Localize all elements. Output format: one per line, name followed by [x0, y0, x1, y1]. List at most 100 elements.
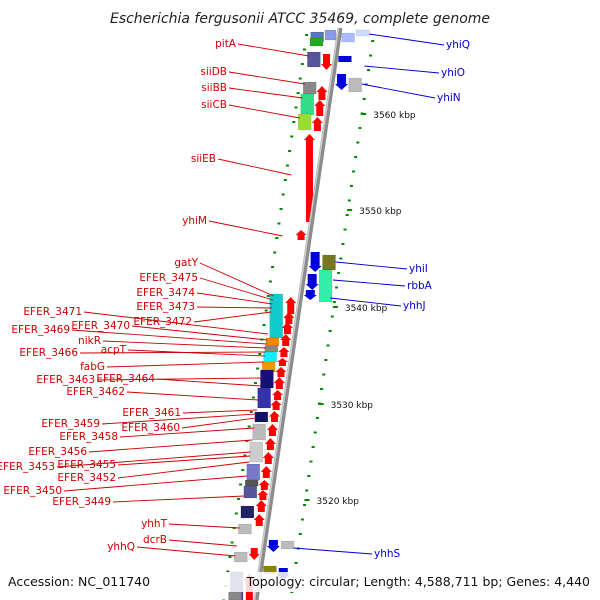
gene-label: yhhT	[141, 518, 168, 530]
gene-label: EFER_3474	[136, 287, 195, 299]
gene-arrow	[276, 358, 288, 366]
gene-block	[356, 29, 370, 37]
gene-label: fabG	[80, 361, 105, 373]
ruler-dot-outer	[324, 359, 328, 361]
scale-label: 3530 kbp	[331, 401, 374, 411]
label-leader	[217, 158, 292, 176]
label-leader	[112, 495, 245, 503]
gene-arrow	[280, 334, 292, 346]
gene-label: EFER_3453	[0, 461, 55, 473]
gene-block	[300, 93, 315, 116]
gene-arrow	[262, 452, 274, 464]
scale-ticks	[222, 34, 375, 600]
gene-arrow	[260, 466, 272, 478]
scale-tick	[347, 209, 353, 211]
ruler-dot-inner	[268, 280, 272, 283]
gene-label: siiDB	[200, 66, 227, 78]
scale-tick	[318, 403, 324, 405]
label-leaders	[56, 33, 445, 557]
gene-arrow	[273, 377, 285, 389]
label-leader	[131, 325, 268, 341]
gene-arrow	[311, 117, 323, 131]
gene-arrow	[316, 86, 328, 100]
gene-block	[263, 351, 277, 363]
gene-block	[348, 77, 362, 93]
ruler-dot-outer	[371, 40, 375, 42]
gene-arrow	[268, 411, 280, 422]
label-leader	[156, 378, 261, 387]
genome-backbone-highlight	[253, 27, 340, 600]
gene-label: EFER_3463	[36, 374, 95, 386]
ruler-dot-outer	[369, 54, 373, 57]
gene-block	[269, 293, 283, 339]
label-leader	[332, 279, 406, 287]
ruler-dot-inner	[281, 193, 285, 196]
ruler-dot-inner	[273, 251, 277, 254]
label-leader	[79, 351, 266, 354]
ruler-dot-inner	[245, 440, 249, 442]
ruler-dot-outer	[326, 344, 330, 347]
scale-tick	[332, 306, 338, 308]
ruler-dot-inner	[294, 106, 298, 109]
gene-block	[254, 411, 269, 423]
gene-label: EFER_3458	[59, 431, 118, 443]
gene-arrow	[335, 74, 349, 90]
label-leader	[117, 461, 250, 479]
gene-label: yhiN	[437, 92, 461, 104]
ruler-dot-inner	[230, 541, 234, 544]
label-leader	[63, 475, 248, 492]
ruler-dot-outer	[328, 330, 332, 332]
ruler-dot-inner	[234, 512, 238, 515]
ruler-dot-outer	[339, 257, 343, 260]
ruler-dot-outer	[303, 504, 307, 506]
gene-block	[309, 37, 324, 47]
ruler-dot-inner	[253, 382, 257, 384]
label-leader	[330, 297, 402, 307]
ruler-dot-inner	[228, 556, 232, 558]
gene-block	[307, 51, 321, 68]
gene-block	[265, 337, 280, 347]
ruler-dot-inner	[283, 179, 287, 181]
ruler-dot-inner	[266, 295, 270, 297]
ruler-dot-outer	[337, 272, 341, 274]
gene-arrow	[258, 480, 270, 490]
gene-block	[318, 269, 333, 303]
gene-label: EFER_3452	[57, 472, 116, 484]
gene-label: EFER_3449	[52, 496, 111, 508]
label-leader	[71, 329, 267, 345]
scale-label: 3540 kbp	[345, 304, 388, 314]
gene-label: siiBB	[201, 82, 227, 94]
genome-backbone	[253, 27, 343, 600]
ruler-dot-inner	[264, 309, 268, 312]
gene-arrow	[285, 297, 297, 314]
label-leader	[96, 377, 262, 381]
label-leader	[196, 306, 272, 309]
label-leader	[228, 87, 303, 99]
label-leader	[193, 311, 272, 323]
gene-label: pitA	[215, 38, 237, 50]
gene-block	[249, 441, 263, 463]
label-leader	[126, 391, 259, 401]
label-leader	[119, 427, 255, 438]
ruler-dot-inner	[251, 396, 255, 399]
gene-label: EFER_3475	[139, 272, 198, 284]
ruler-dot-inner	[292, 121, 296, 123]
label-leader	[168, 523, 240, 529]
gene-label: EFER_3450	[3, 485, 62, 497]
gene-label: yhiQ	[446, 39, 470, 51]
ruler-dot-outer	[330, 315, 334, 318]
scale-label: 3520 kbp	[317, 497, 360, 507]
ruler-dot-inner	[271, 266, 275, 268]
gene-block	[240, 505, 255, 519]
ruler-dot-outer	[341, 243, 345, 245]
gene-label: EFER_3460	[121, 422, 180, 434]
ruler-dot-outer	[320, 388, 324, 390]
gene-block	[244, 479, 259, 487]
gene-arrow	[321, 54, 333, 70]
scale-labels: 3560 kbp 3550 kbp 3540 kbp 3530 kbp 3520 kbp	[317, 111, 416, 507]
label-leader	[102, 340, 267, 349]
gene-label: gatY	[174, 257, 198, 269]
label-leader	[168, 539, 237, 547]
